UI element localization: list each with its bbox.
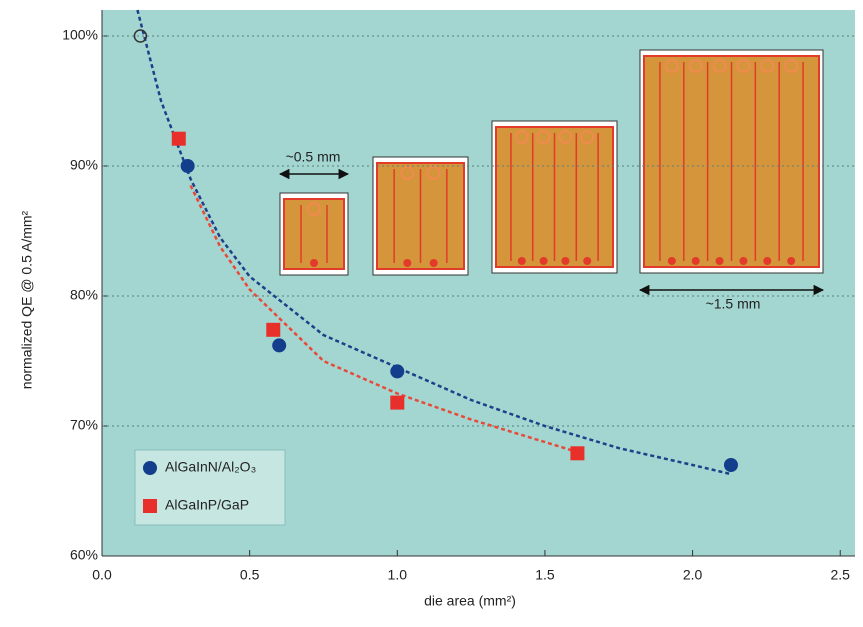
pad xyxy=(310,259,318,267)
axis-band xyxy=(0,556,863,627)
pad xyxy=(561,257,569,265)
pad xyxy=(763,257,771,265)
data-point xyxy=(724,458,738,472)
pad xyxy=(668,257,676,265)
pad xyxy=(716,257,724,265)
legend-marker xyxy=(143,461,157,475)
x-tick-label: 2.5 xyxy=(831,567,851,583)
annotation: ~1.5 mm xyxy=(706,296,761,312)
pad xyxy=(787,257,795,265)
y-tick-label: 100% xyxy=(62,27,98,43)
x-tick-label: 0.0 xyxy=(92,567,112,583)
pad xyxy=(430,259,438,267)
data-point xyxy=(172,132,186,146)
legend-marker xyxy=(143,499,157,513)
data-point xyxy=(266,323,280,337)
pad xyxy=(739,257,747,265)
data-point xyxy=(272,338,286,352)
annotation: ~0.5 mm xyxy=(286,149,341,165)
x-tick-label: 1.5 xyxy=(535,567,555,583)
legend-label: AlGaInP/GaP xyxy=(165,497,249,513)
y-axis-title: normalized QE @ 0.5 A/mm² xyxy=(19,210,35,389)
chart: ~0.5 mm ~1.5 mm normalized QE @ 0.5 A/mm… xyxy=(0,0,863,627)
x-tick-label: 0.5 xyxy=(240,567,260,583)
pad xyxy=(403,259,411,267)
y-tick-label: 70% xyxy=(70,417,98,433)
pad xyxy=(540,257,548,265)
die-body xyxy=(284,199,344,269)
y-tick-label: 80% xyxy=(70,287,98,303)
x-tick-label: 1.0 xyxy=(388,567,408,583)
y-tick-label: 60% xyxy=(70,547,98,563)
pad xyxy=(518,257,526,265)
pad xyxy=(692,257,700,265)
data-point xyxy=(390,396,404,410)
y-tick-label: 90% xyxy=(70,157,98,173)
data-point xyxy=(181,159,195,173)
x-tick-label: 2.0 xyxy=(683,567,703,583)
data-point xyxy=(390,364,404,378)
data-point xyxy=(570,446,584,460)
pad xyxy=(583,257,591,265)
legend-label: AlGaInN/Al₂O₃ xyxy=(165,459,256,475)
x-axis-title: die area (mm²) xyxy=(424,593,516,609)
